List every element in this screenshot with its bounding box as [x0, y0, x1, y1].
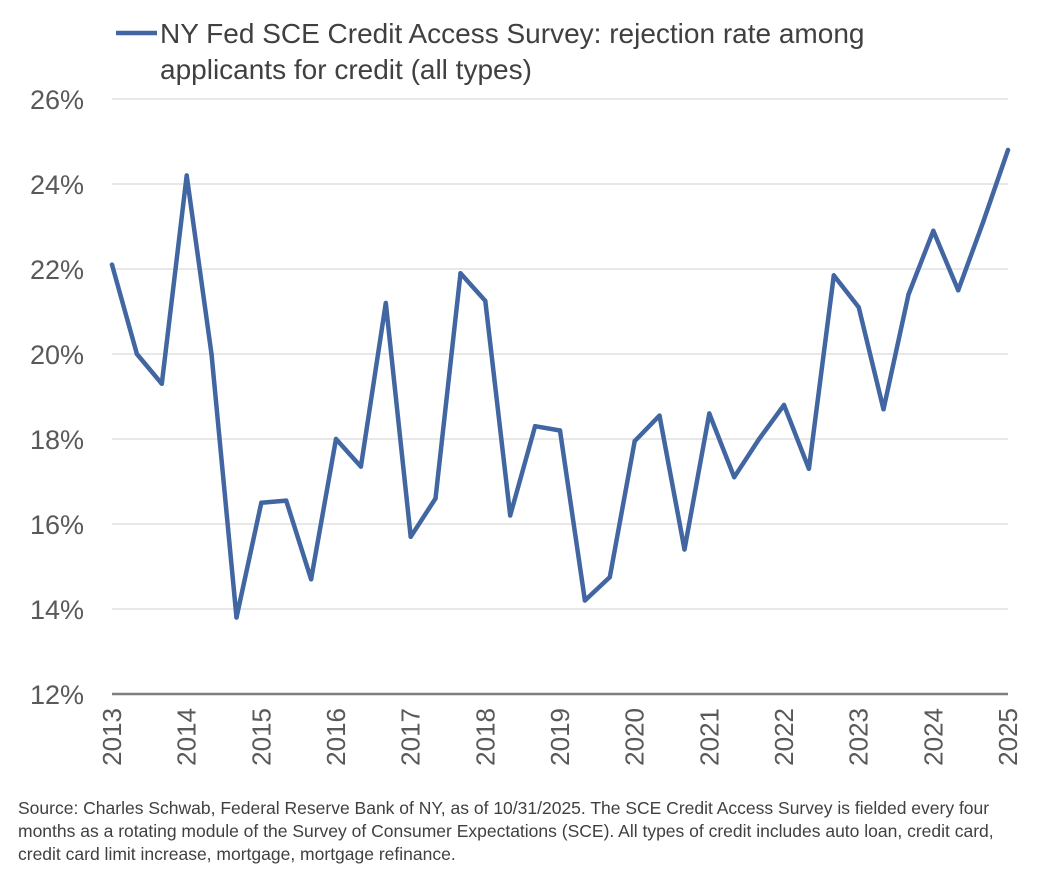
- y-axis-tick-labels: 12% 14% 16% 18% 20% 22% 24% 26%: [30, 85, 84, 710]
- data-point: [1005, 147, 1011, 153]
- data-point: [955, 288, 961, 293]
- data-point: [308, 577, 314, 582]
- data-point: [483, 298, 488, 304]
- y-tick-label: 22%: [30, 255, 84, 285]
- data-point: [582, 598, 588, 603]
- series-line: [109, 147, 1011, 620]
- gridlines: [112, 98, 1008, 696]
- x-tick-label: 2015: [246, 708, 276, 766]
- x-tick-label: 2017: [396, 708, 426, 766]
- x-tick-label: 2021: [694, 708, 724, 766]
- legend-label: applicants for credit (all types): [160, 54, 532, 85]
- data-point: [707, 411, 712, 416]
- y-tick-label: 14%: [30, 595, 84, 625]
- data-point: [134, 351, 140, 357]
- x-axis-tick-labels: 2013 2014 2015 2016 2017 2018 2019 2020 2021 2022…: [97, 708, 1023, 766]
- source-note: Source: Charles Schwab, Federal Reserve …: [18, 798, 994, 864]
- data-point: [931, 228, 936, 233]
- data-point: [731, 475, 737, 480]
- data-point: [906, 292, 911, 297]
- data-point: [283, 498, 289, 503]
- legend: NY Fed SCE Credit Access Survey: rejecti…: [116, 18, 864, 85]
- data-point: [358, 464, 364, 469]
- data-point: [209, 351, 214, 357]
- data-point: [333, 436, 339, 442]
- x-tick-label: 2018: [470, 708, 500, 766]
- data-point: [383, 300, 389, 306]
- y-tick-label: 16%: [30, 510, 84, 540]
- data-point: [607, 574, 613, 580]
- x-tick-label: 2013: [97, 708, 127, 766]
- x-tick-label: 2014: [172, 708, 202, 766]
- data-point: [856, 305, 861, 310]
- data-point: [657, 413, 662, 418]
- x-tick-label: 2022: [769, 708, 799, 766]
- data-point: [806, 466, 812, 471]
- data-point: [781, 402, 787, 408]
- y-tick-label: 24%: [30, 170, 84, 200]
- data-point: [557, 428, 563, 433]
- x-tick-label: 2023: [844, 708, 874, 766]
- data-point: [433, 496, 438, 501]
- data-point: [184, 173, 189, 178]
- data-point: [682, 547, 687, 552]
- x-tick-label: 2025: [993, 708, 1023, 766]
- data-point: [756, 436, 762, 442]
- data-point: [408, 534, 413, 539]
- data-point: [632, 438, 637, 444]
- series-group: [109, 147, 1011, 620]
- x-tick-label: 2016: [321, 708, 351, 766]
- data-point: [234, 615, 239, 620]
- data-point: [159, 381, 165, 386]
- data-point: [881, 407, 886, 412]
- data-point: [458, 271, 463, 276]
- data-point: [532, 424, 538, 429]
- y-tick-label: 18%: [30, 425, 84, 455]
- data-point: [831, 273, 837, 278]
- legend-label: NY Fed SCE Credit Access Survey: rejecti…: [160, 18, 864, 49]
- x-tick-label: 2020: [620, 708, 650, 766]
- y-tick-label: 12%: [30, 680, 84, 710]
- x-tick-label: 2019: [545, 708, 575, 766]
- data-point: [980, 220, 986, 225]
- y-tick-label: 26%: [30, 85, 84, 115]
- y-tick-label: 20%: [30, 340, 84, 370]
- data-point: [259, 500, 264, 505]
- x-tick-label: 2024: [918, 708, 948, 766]
- data-point: [109, 262, 115, 267]
- data-point: [507, 513, 513, 518]
